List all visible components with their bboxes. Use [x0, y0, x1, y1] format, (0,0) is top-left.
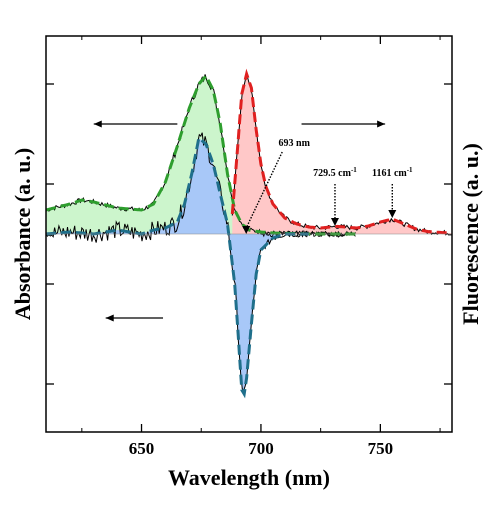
axes-layer: [45, 35, 453, 433]
ticks-layer: 650 700 750: [46, 36, 452, 458]
teal-difference-fill: [46, 138, 309, 394]
teal-difference-fit-line: [45, 135, 309, 399]
direction-arrowhead-0: [93, 120, 102, 128]
x-tick-label: 700: [248, 439, 274, 458]
annotation-label-2: 1161 cm-1: [372, 166, 413, 179]
direction-arrowhead-1: [377, 120, 386, 128]
annotation-label-0: 693 nm: [279, 138, 311, 149]
x-tick-label: 750: [368, 439, 394, 458]
x-axis-title: Wavelength (nm): [168, 465, 330, 490]
x-tick-label: 650: [129, 439, 155, 458]
y-axis-title-right: Fluorescence (a. u.): [458, 143, 483, 325]
direction-arrowhead-2: [105, 314, 114, 322]
annotation-pointer-head-1: [330, 218, 339, 226]
y-axis-title-left: Absorbance (a. u.): [10, 148, 35, 320]
annotation-pointer-0: [245, 151, 283, 229]
fill-layer: [46, 74, 452, 394]
annotation-superscript: -1: [407, 166, 413, 174]
annotation-layer: 693 nm 729.5 cm-1 1161 cm-1: [93, 120, 413, 322]
line-layer: [45, 68, 453, 399]
red-fluorescence-fill: [232, 74, 452, 234]
annotation-superscript: -1: [351, 166, 357, 174]
red-fluorescence-fit-line: [230, 68, 453, 235]
annotation-pointer-head-0: [242, 226, 251, 234]
plot-frame: [45, 35, 453, 433]
annotation-pointer-head-2: [388, 210, 397, 218]
annotation-label-1: 729.5 cm-1: [313, 166, 357, 179]
